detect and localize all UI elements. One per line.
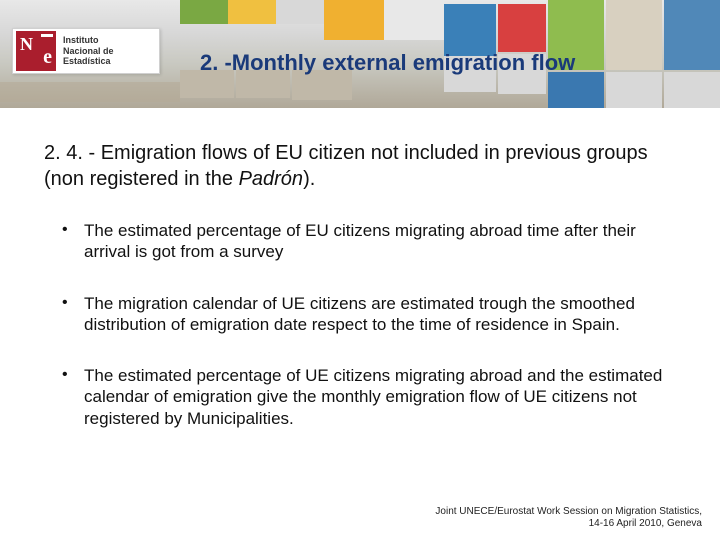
bullet-list: The estimated percentage of EU citizens … [44,220,676,429]
header-tile [498,4,546,52]
section-subheading: 2. 4. - Emigration flows of EU citizen n… [44,140,676,192]
header-tile [0,82,180,102]
header-tile [664,0,720,70]
header-tile [548,72,604,108]
logo-line1: Instituto [63,35,114,45]
header-tile [664,72,720,108]
bullet-item: The migration calendar of UE citizens ar… [62,293,676,336]
logo-text: Instituto Nacional de Estadística [59,35,114,66]
header-tile [606,72,662,108]
header-tile [228,0,276,24]
subheading-italic: Padrón [239,168,304,190]
footer-line2: 14-16 April 2010, Geneva [435,518,702,530]
header-tile [444,4,496,56]
subheading-text: 2. 4. - Emigration flows of EU citizen n… [44,142,648,190]
content-area: 2. 4. - Emigration flows of EU citizen n… [44,140,676,459]
footer: Joint UNECE/Eurostat Work Session on Mig… [435,506,702,530]
logo-line3: Estadística [63,56,114,66]
logo: N e Instituto Nacional de Estadística [12,28,160,74]
slide-title: 2. -Monthly external emigration flow [200,50,670,76]
footer-line1: Joint UNECE/Eurostat Work Session on Mig… [435,506,702,518]
subheading-tail: ). [303,168,315,190]
logo-mark: N e [16,31,56,71]
bullet-item: The estimated percentage of UE citizens … [62,365,676,429]
header-tile [384,0,444,40]
bullet-item: The estimated percentage of EU citizens … [62,220,676,263]
header-tile [324,0,384,40]
logo-line2: Nacional de [63,46,114,56]
header-tile [276,0,324,24]
header-tile [180,0,228,24]
